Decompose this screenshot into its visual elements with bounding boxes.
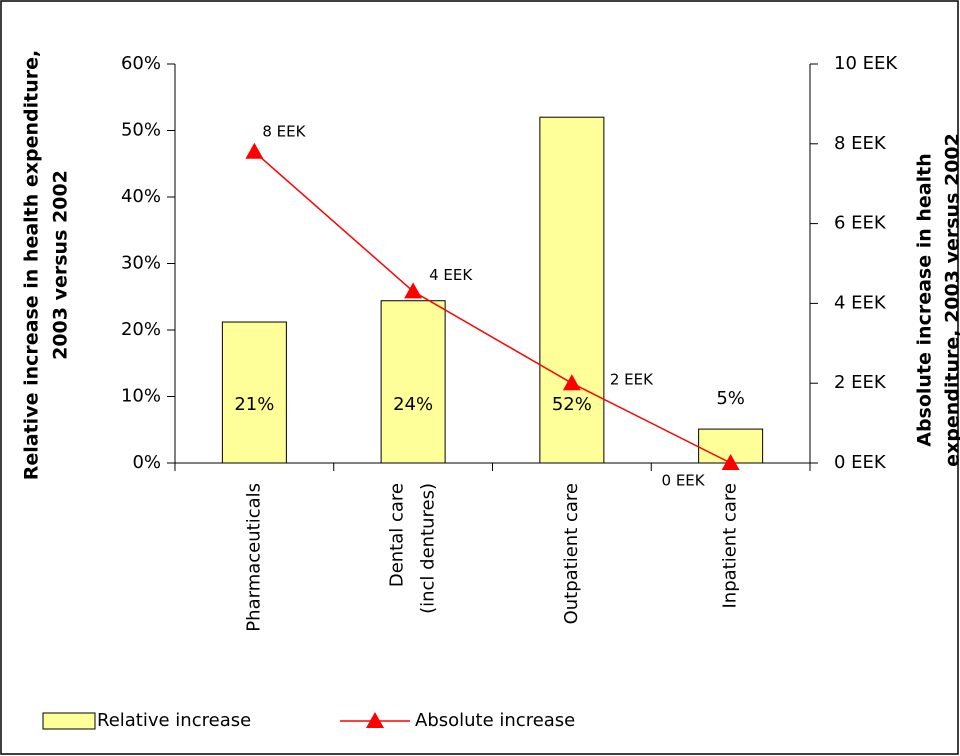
- y-tick-label: 0%: [132, 452, 161, 473]
- y2-tick-label: 4 EEK: [834, 292, 887, 313]
- bar: [380, 300, 446, 464]
- value-label: 52%: [552, 394, 592, 415]
- value-label: 8 EEK: [262, 122, 306, 140]
- legend-marker: [366, 712, 384, 728]
- x-tick-label-line: Dental care: [387, 483, 408, 587]
- marker: [404, 282, 423, 299]
- marker: [721, 454, 740, 470]
- legend-swatch: [42, 712, 96, 730]
- y2-tick-label: 2 EEK: [834, 372, 887, 393]
- x-tick-label-line: (incl dentures): [418, 483, 439, 614]
- x-tick-label-line: Pharmaceuticals: [243, 483, 264, 632]
- y-tick-label: 50%: [121, 120, 161, 141]
- y-tick-label: 30%: [121, 253, 161, 274]
- y-tick-label: 60%: [121, 53, 161, 74]
- y2-axis-title: Absolute increase in health: [914, 153, 936, 447]
- value-label: 5%: [716, 388, 745, 409]
- value-label: 24%: [393, 394, 433, 415]
- marker: [245, 142, 264, 159]
- value-label: 2 EEK: [610, 371, 654, 389]
- y-axis-title: 2003 versus 2002: [50, 170, 72, 360]
- y-tick-label: 20%: [121, 319, 161, 340]
- value-label: 0 EEK: [662, 472, 706, 490]
- legend-label: Absolute increase: [415, 710, 575, 731]
- y-tick-label: 10%: [121, 386, 161, 407]
- legend-label: Relative increase: [97, 710, 251, 731]
- x-tick-label: Inpatient care: [720, 483, 741, 609]
- marker: [562, 374, 581, 391]
- x-tick-label: Dental care (incl dentures): [387, 483, 439, 614]
- y2-tick-label: 10 EEK: [834, 53, 898, 74]
- y2-axis-title: expenditure, 2003 versus 2002: [942, 133, 960, 467]
- y-axis-title: Relative increase in health expenditure,: [21, 50, 43, 481]
- value-label: 21%: [234, 394, 274, 415]
- y2-tick-label: 8 EEK: [834, 133, 887, 154]
- x-tick-label-line: Outpatient care: [561, 483, 582, 624]
- line: [253, 151, 731, 464]
- value-label: 4 EEK: [429, 266, 473, 284]
- bar: [539, 116, 605, 464]
- x-tick-label-line: Inpatient care: [720, 483, 741, 609]
- x-tick-label: Pharmaceuticals: [243, 483, 264, 632]
- y2-tick-label: 6 EEK: [834, 213, 887, 234]
- bar: [221, 321, 287, 464]
- y-tick-label: 40%: [121, 186, 161, 207]
- x-tick-label: Outpatient care: [561, 483, 582, 624]
- y2-tick-label: 0 EEK: [834, 452, 887, 473]
